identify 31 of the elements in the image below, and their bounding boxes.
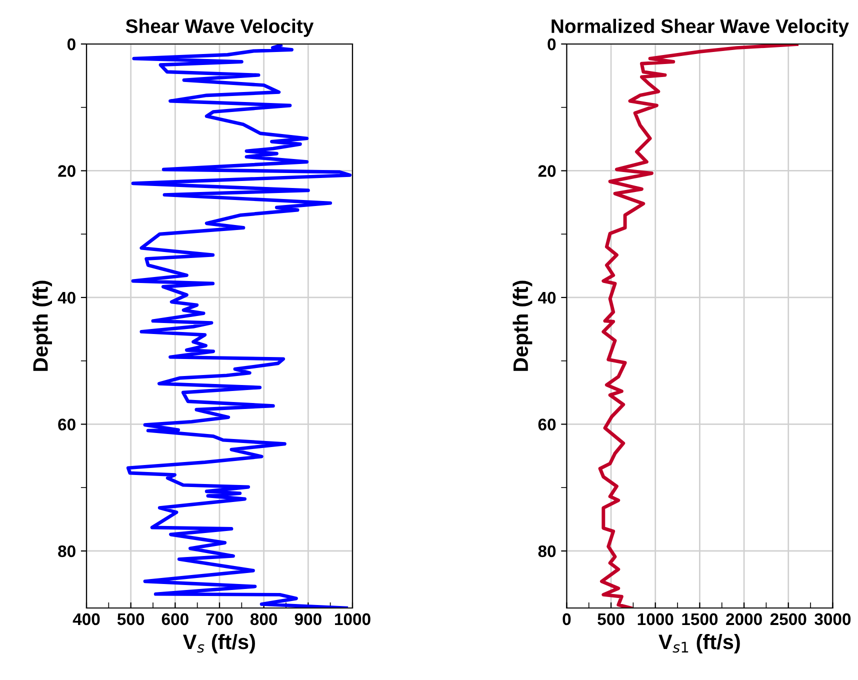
y-tick-label: 60: [58, 418, 76, 430]
y-tick-label: 20: [538, 165, 556, 177]
chart-title: Normalized Shear Wave Velocity: [552, 18, 849, 37]
y-tick-label: 40: [58, 292, 76, 304]
x-tick-label: 1000: [638, 613, 674, 626]
x-tick-label: 500: [598, 613, 624, 626]
x-axis-title: V$_{s}$ (ft/s): [182, 634, 255, 654]
y-tick-label: 0: [548, 38, 556, 50]
x-tick-label: 500: [117, 613, 144, 626]
x-tick-label: 600: [162, 613, 188, 626]
y-tick-label: 80: [58, 545, 76, 558]
x-tick-label: 1500: [682, 613, 718, 626]
chart-title: Shear Wave Velocity: [126, 18, 314, 37]
x-tick-label: 900: [294, 613, 322, 626]
y-tick-label: 40: [538, 292, 556, 304]
x-tick-label: 400: [72, 613, 100, 626]
x-tick-label: 3000: [814, 613, 851, 626]
x-tick-label: 800: [250, 613, 278, 626]
x-tick-label: 700: [206, 613, 233, 626]
x-axis-title: V$_{s1}$ (ft/s): [658, 634, 740, 654]
y-tick-label: 60: [538, 418, 556, 430]
y-tick-label: 0: [67, 38, 76, 50]
x-tick-label: 0: [562, 613, 571, 626]
y-axis-title: Depth (ft): [32, 280, 52, 371]
y-tick-label: 20: [58, 165, 76, 177]
x-tick-label: 2000: [726, 613, 762, 626]
x-tick-label: 1000: [335, 613, 370, 626]
x-tick-label: 2500: [770, 613, 806, 626]
y-tick-label: 80: [538, 545, 556, 558]
line-series: [598, 44, 798, 608]
y-axis-title: Depth (ft): [512, 280, 532, 371]
